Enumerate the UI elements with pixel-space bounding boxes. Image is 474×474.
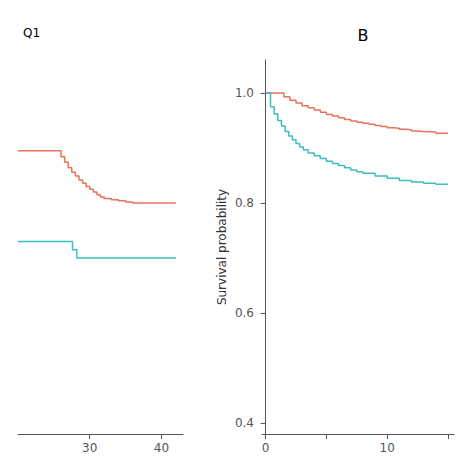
- svg-text:0.6: 0.6: [235, 306, 254, 320]
- svg-text:40: 40: [154, 441, 169, 455]
- svg-text:30: 30: [82, 441, 97, 455]
- svg-text:Q1: Q1: [23, 26, 40, 40]
- svg-text:0.4: 0.4: [235, 416, 254, 430]
- svg-text:B: B: [358, 26, 369, 45]
- svg-text:0: 0: [262, 441, 270, 455]
- svg-text:1.0: 1.0: [235, 86, 254, 100]
- svg-text:Survival probability: Survival probability: [215, 189, 229, 305]
- svg-text:0.8: 0.8: [235, 196, 254, 210]
- svg-text:10: 10: [380, 441, 395, 455]
